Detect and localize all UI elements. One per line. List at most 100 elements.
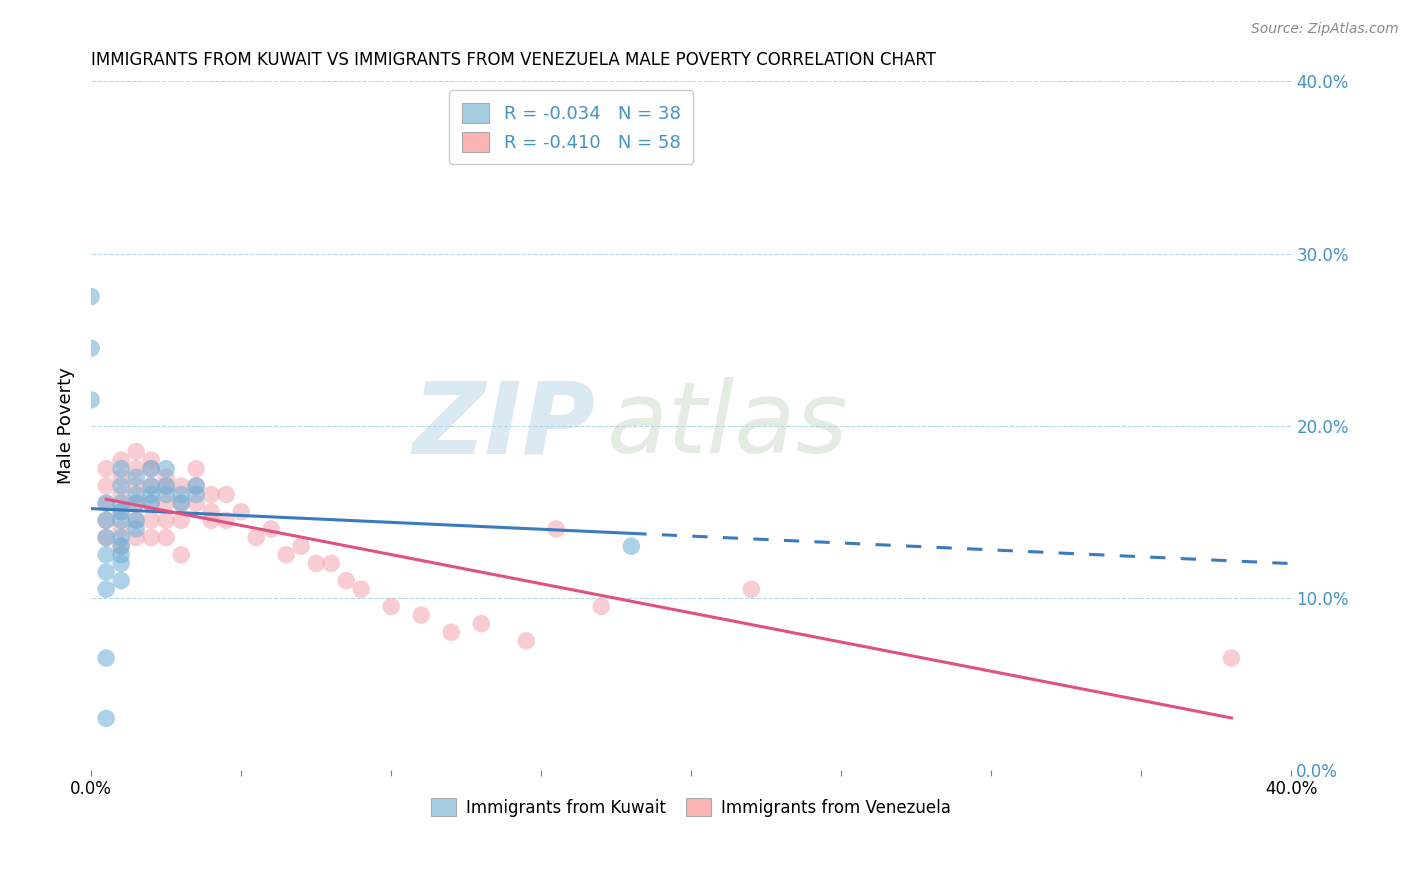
Point (186, 496, 208, 510)
Point (591, 599, 613, 614)
Point (155, 479, 177, 493)
Point (155, 513, 177, 527)
Point (440, 625, 463, 640)
Point (110, 531, 132, 545)
Point (200, 487, 222, 501)
Point (110, 487, 132, 501)
Point (110, 505, 132, 519)
Point (186, 461, 208, 475)
Point (96, 496, 118, 510)
Point (305, 557, 328, 571)
Point (155, 461, 177, 475)
Point (96, 496, 118, 510)
Point (110, 479, 132, 493)
Point (110, 539, 132, 553)
Point (170, 513, 193, 527)
Point (170, 496, 193, 510)
Point (125, 487, 148, 501)
Point (350, 582, 373, 597)
Point (110, 470, 132, 484)
Point (186, 479, 208, 493)
Point (125, 522, 148, 536)
Point (96, 651, 118, 665)
Point (141, 479, 163, 493)
Point (245, 531, 267, 545)
Point (96, 531, 118, 545)
Point (200, 513, 222, 527)
Point (110, 574, 132, 588)
Point (260, 522, 283, 536)
Point (515, 633, 537, 648)
Point (546, 522, 568, 536)
Point (155, 470, 177, 484)
Point (96, 531, 118, 545)
Point (125, 513, 148, 527)
Point (110, 522, 132, 536)
Point (141, 496, 163, 510)
Text: atlas: atlas (607, 377, 849, 475)
Point (170, 548, 193, 562)
Point (110, 505, 132, 519)
Point (141, 487, 163, 501)
Point (141, 496, 163, 510)
Point (276, 548, 298, 562)
Point (110, 513, 132, 527)
Point (110, 548, 132, 562)
Point (125, 531, 148, 545)
Point (125, 496, 148, 510)
Point (80, 341, 103, 355)
Text: ZIP: ZIP (412, 377, 595, 475)
Point (290, 539, 312, 553)
Point (125, 470, 148, 484)
Point (110, 453, 132, 467)
Point (470, 616, 492, 631)
Point (170, 496, 193, 510)
Point (96, 513, 118, 527)
Point (96, 548, 118, 562)
Point (125, 513, 148, 527)
Point (215, 487, 238, 501)
Text: IMMIGRANTS FROM KUWAIT VS IMMIGRANTS FROM VENEZUELA MALE POVERTY CORRELATION CHA: IMMIGRANTS FROM KUWAIT VS IMMIGRANTS FRO… (91, 51, 936, 69)
Y-axis label: Male Poverty: Male Poverty (58, 368, 75, 484)
Point (186, 479, 208, 493)
Point (125, 479, 148, 493)
Point (141, 479, 163, 493)
Point (380, 599, 402, 614)
Point (200, 505, 222, 519)
Point (155, 496, 177, 510)
Point (1220, 651, 1243, 665)
Point (620, 539, 643, 553)
Point (96, 513, 118, 527)
Point (96, 582, 118, 597)
Point (96, 565, 118, 579)
Point (96, 479, 118, 493)
Point (141, 513, 163, 527)
Point (231, 505, 253, 519)
Point (155, 479, 177, 493)
Point (170, 487, 193, 501)
Point (110, 461, 132, 475)
Point (141, 461, 163, 475)
Point (155, 487, 177, 501)
Legend: Immigrants from Kuwait, Immigrants from Venezuela: Immigrants from Kuwait, Immigrants from … (425, 791, 957, 823)
Point (125, 496, 148, 510)
Point (411, 608, 433, 623)
Point (96, 461, 118, 475)
Point (186, 487, 208, 501)
Point (110, 496, 132, 510)
Point (110, 539, 132, 553)
Point (125, 461, 148, 475)
Point (96, 711, 118, 725)
Point (141, 531, 163, 545)
Point (740, 582, 762, 597)
Point (321, 557, 343, 571)
Point (141, 461, 163, 475)
Point (125, 444, 148, 458)
Point (141, 453, 163, 467)
Point (215, 513, 238, 527)
Point (155, 531, 177, 545)
Point (335, 574, 357, 588)
Text: Source: ZipAtlas.com: Source: ZipAtlas.com (1251, 22, 1399, 37)
Point (80, 289, 103, 303)
Point (170, 479, 193, 493)
